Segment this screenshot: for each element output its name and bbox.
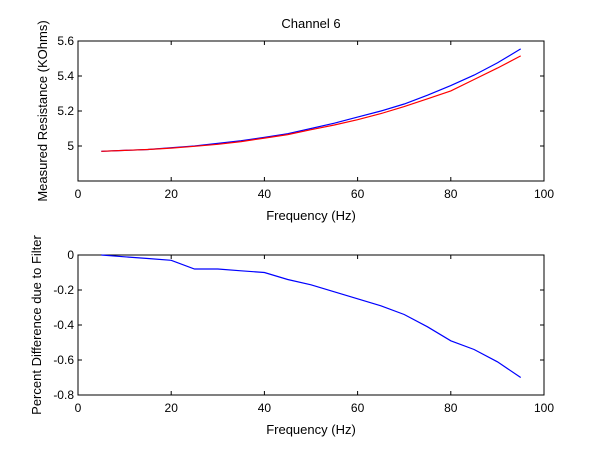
top-plot: Channel 6 0 20 40 60 80 100 5 5.2 5.4 5.6 Freque… [35,16,554,223]
bottom-y-tick-label: -0.6 [53,353,74,367]
top-y-tick-label: 5.2 [57,104,74,118]
top-y-tick-label: 5.4 [57,69,74,83]
bottom-y-tick-label: -0.8 [53,388,74,402]
bottom-x-tick-label: 60 [351,401,365,415]
bottom-x-ticks: 0 20 40 60 80 100 [75,255,554,415]
top-x-tick-label: 0 [75,187,82,201]
bottom-series-lines [101,254,522,378]
top-plot-frame [77,40,545,182]
top-x-tick-label: 20 [165,187,179,201]
top-x-ticks: 0 20 40 60 80 100 [75,41,554,201]
top-y-tick-label: 5 [67,139,74,153]
bottom-y-ticks: 0 -0.2 -0.4 -0.6 -0.8 [53,248,544,402]
bottom-x-axis-label: Frequency (Hz) [266,422,356,437]
top-plot-title: Channel 6 [281,16,340,31]
bottom-plot-frame [77,254,545,396]
top-series-blue-line [101,48,522,152]
bottom-x-tick-label: 20 [165,401,179,415]
top-series-red-line [101,55,521,152]
bottom-y-tick-label: -0.4 [53,318,74,332]
bottom-x-tick-label: 100 [534,401,554,415]
bottom-series-difference-line [101,254,522,378]
top-x-tick-label: 100 [534,187,554,201]
bottom-y-tick-label: -0.2 [53,283,74,297]
top-series-lines [101,48,522,152]
top-x-axis-label: Frequency (Hz) [266,208,356,223]
top-x-tick-label: 40 [258,187,272,201]
bottom-y-tick-label: 0 [67,248,74,262]
top-x-tick-label: 60 [351,187,365,201]
top-y-tick-label: 5.6 [57,34,74,48]
bottom-x-tick-label: 0 [75,401,82,415]
top-y-axis-label: Measured Resistance (KOhms) [35,20,50,201]
bottom-plot: 0 20 40 60 80 100 0 -0.2 -0.4 -0.6 -0.8 Frequency… [29,234,554,437]
top-x-tick-label: 80 [444,187,458,201]
bottom-x-tick-label: 40 [258,401,272,415]
bottom-y-axis-label: Percent Difference due to Filter [29,234,44,414]
top-y-ticks: 5 5.2 5.4 5.6 [57,34,544,153]
bottom-x-tick-label: 80 [444,401,458,415]
